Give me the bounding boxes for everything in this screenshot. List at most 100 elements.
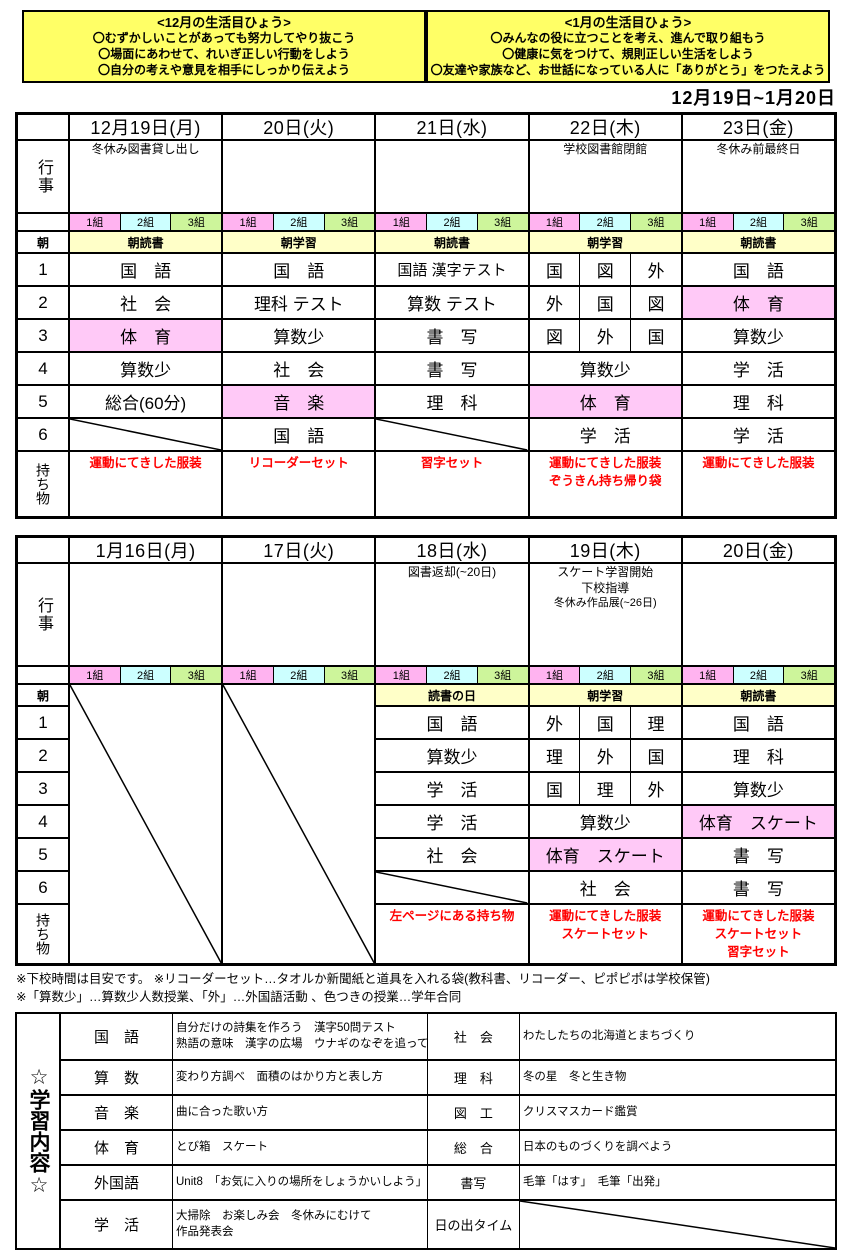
event-cell xyxy=(682,564,835,668)
period-cell-split: 図外国 xyxy=(529,320,681,354)
event-cell: 冬休み前最終日 xyxy=(682,141,835,215)
day-column-fri: 23日(金) 冬休み前最終日 1組 2組 3組 朝読書 国 語 体 育 算数少 学 … xyxy=(682,115,835,516)
period-cell: 書 写 xyxy=(376,353,528,387)
class-2-tag: 2組 xyxy=(733,667,785,684)
date-header: 20日(金) xyxy=(682,538,835,565)
class-strip: 1組 2組 3組 xyxy=(529,214,681,233)
study-row: 外国語 Unit8 「お気に入りの場所をしょうかいしよう」 書写 毛筆「はす」 … xyxy=(61,1166,835,1202)
study-row: 国 語 自分だけの詩集を作ろう 漢字50問テスト 熟語の意味 漢字の広場 ウナギ… xyxy=(61,1014,835,1062)
belongings-line: 習字セット xyxy=(727,945,790,960)
period-1-label: 1 xyxy=(18,707,68,741)
period-2-label: 2 xyxy=(18,740,68,774)
belongings-line: 運動にてきした服装 xyxy=(702,909,815,924)
split-subject: 国 xyxy=(580,287,632,319)
class-3-tag: 3組 xyxy=(324,214,375,231)
period-cell: 体 育 xyxy=(70,320,222,354)
subject-cell: 日の出タイム xyxy=(428,1201,520,1249)
event-cell xyxy=(223,141,375,215)
class-1-tag: 1組 xyxy=(223,214,274,231)
footnotes: ※下校時間は目安です。 ※リコーダーセット…タオルか新聞紙と道具を入れる袋(教科… xyxy=(16,970,852,1006)
period-cell: 算数少 xyxy=(376,740,528,774)
content-line: 作品発表会 xyxy=(176,1225,234,1238)
corner-cell xyxy=(18,538,68,565)
morning-cell: 朝読書 xyxy=(70,232,222,255)
period-cell: 体育 スケート xyxy=(682,806,835,840)
footnote-line: ※下校時間は目安です。 ※リコーダーセット…タオルか新聞紙と道具を入れる袋(教科… xyxy=(16,972,710,987)
content-cell: クリスマスカード鑑賞 xyxy=(520,1096,835,1129)
period-cell-split: 理外国 xyxy=(529,740,681,774)
content-line: クリスマスカード鑑賞 xyxy=(522,1106,638,1119)
class-1-tag: 1組 xyxy=(682,214,734,231)
class-1-tag: 1組 xyxy=(682,667,734,684)
period-cell: 算数少 xyxy=(223,320,375,354)
belongings-line: リコーダーセット xyxy=(248,456,349,471)
period-cell: 国語 漢字テスト xyxy=(376,254,528,288)
content-line: 日本のものづくりを調べよう xyxy=(522,1141,673,1154)
period-cell: 算数 テスト xyxy=(376,287,528,321)
period-cell: 体 育 xyxy=(682,287,835,321)
subject-cell: 音 楽 xyxy=(61,1096,173,1130)
period-1-label: 1 xyxy=(18,254,68,288)
study-rows: 国 語 自分だけの詩集を作ろう 漢字50問テスト 熟語の意味 漢字の広場 ウナギ… xyxy=(61,1014,835,1249)
week1-label-column: 行事 朝 1 2 3 4 5 6 持ち物 xyxy=(18,115,70,517)
content-line: 毛筆「はす」 毛筆「出発」 xyxy=(522,1176,667,1189)
period-6-label: 6 xyxy=(18,872,68,906)
period-cell-empty xyxy=(376,872,528,906)
subject-cell: 書写 xyxy=(428,1166,520,1200)
period-cell: 学 活 xyxy=(376,806,528,840)
day-column-thu: 19日(木) スケート学習開始 下校指導 冬休み作品展(~26日) 1組 2組 3組… xyxy=(529,538,683,964)
class-strip: 1組 2組 3組 xyxy=(223,214,375,233)
class-1-tag: 1組 xyxy=(529,214,581,231)
diagonal-line xyxy=(520,1201,835,1248)
content-line: 自分だけの詩集を作ろう 漢字50問テスト xyxy=(176,1022,396,1035)
period-cell: 算数少 xyxy=(529,806,681,840)
period-cell: 国 語 xyxy=(376,707,528,741)
belongings-line: 運動にてきした服装 xyxy=(549,909,662,924)
study-contents-title: ☆学習内容☆ xyxy=(17,1014,61,1249)
event-line: 下校指導 xyxy=(581,580,630,595)
split-subject: 国 xyxy=(647,748,665,768)
date-header: 22日(木) xyxy=(529,115,681,142)
morning-cell: 朝学習 xyxy=(223,232,375,255)
split-subject: 国 xyxy=(580,707,632,739)
content-line: 曲に合った歌い方 xyxy=(176,1106,268,1119)
goal-box-january: <1月の生活目ひょう> 〇みんなの役に立つことを考え、進んで取り組もう 〇健康に… xyxy=(426,10,830,84)
period-cell: 理 科 xyxy=(682,386,835,420)
period-cell: 算数少 xyxy=(529,353,681,387)
event-row-label: 行事 xyxy=(18,141,68,215)
goal-line: 〇健康に気をつけて、規則正しい生活をしよう xyxy=(502,47,754,62)
date-header: 20日(火) xyxy=(223,115,375,142)
split-subject: 外 xyxy=(530,287,581,319)
study-row: 算 数 変わり方調べ 面積のはかり方と表し方 理 科 冬の星 冬と生き物 xyxy=(61,1061,835,1097)
class-1-tag: 1組 xyxy=(223,667,274,684)
event-line: 冬休み前最終日 xyxy=(716,142,801,157)
goal-line: 〇場面にあわせて、れいぎ正しい行動をしよう xyxy=(98,47,350,62)
subject-cell: 総 合 xyxy=(428,1131,520,1165)
class-3-tag: 3組 xyxy=(631,214,681,231)
day-column-thu: 22日(木) 学校図書館閉館 1組 2組 3組 朝学習 国図外 外国図 図外国 算数… xyxy=(529,115,683,517)
class-2-tag: 2組 xyxy=(120,214,172,231)
period-cell: 国 語 xyxy=(70,254,222,288)
event-line: 学校図書館閉館 xyxy=(563,142,648,157)
class-strip: 1組 2組 3組 xyxy=(70,214,222,233)
subject-cell: 社 会 xyxy=(428,1014,520,1060)
content-line: 大掃除 お楽しみ会 冬休みにむけて xyxy=(176,1210,372,1223)
period-cell: 社 会 xyxy=(376,839,528,873)
class-2-tag: 2組 xyxy=(580,667,632,684)
period-cell: 体育 スケート xyxy=(529,839,681,873)
day-column-mon: 1月16日(月) 1組 2組 3組 xyxy=(70,538,224,964)
no-school-cell xyxy=(70,685,221,963)
event-cell xyxy=(70,564,222,668)
day-column-mon: 12月19日(月) 冬休み図書貸し出し 1組 2組 3組 朝読書 国 語 社 会 体… xyxy=(70,115,224,517)
belongings-line: 習字セット xyxy=(420,456,484,471)
belongings-cell: リコーダーセット xyxy=(223,452,374,516)
period-cell-split: 国図外 xyxy=(529,254,681,288)
period-cell: 学 活 xyxy=(682,419,835,453)
split-subject: 国 xyxy=(647,328,665,348)
class-1-tag: 1組 xyxy=(529,667,581,684)
split-subject: 理 xyxy=(530,740,581,772)
belongings-row-label: 持ち物 xyxy=(18,452,68,516)
belongings-line: ぞうきん持ち帰り袋 xyxy=(548,474,662,489)
split-subject: 理 xyxy=(580,773,632,805)
belongings-cell: 運動にてきした服装 xyxy=(70,452,221,516)
